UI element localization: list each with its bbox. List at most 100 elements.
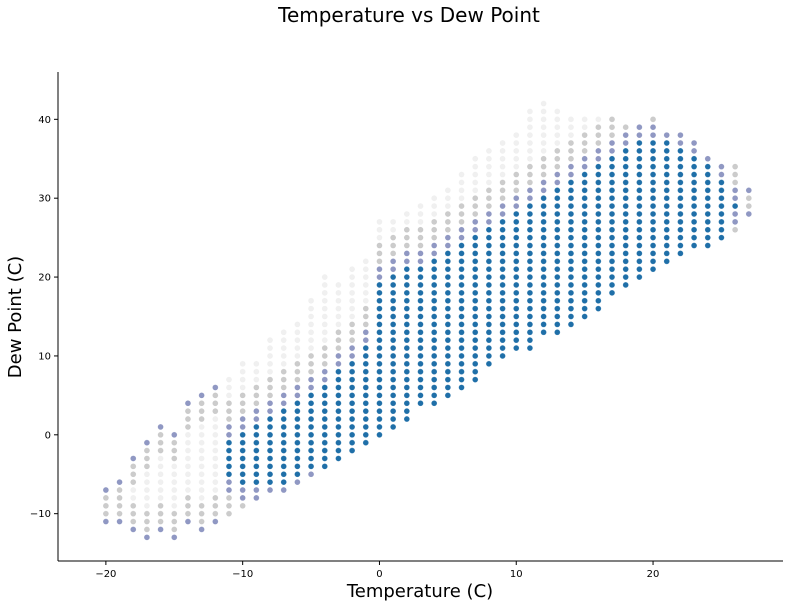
- scatter-point: [403, 329, 410, 336]
- scatter-point: [513, 329, 520, 336]
- scatter-point: [403, 258, 410, 265]
- scatter-point: [308, 329, 314, 336]
- scatter-point: [527, 147, 533, 154]
- scatter-point: [677, 147, 684, 154]
- scatter-point: [280, 345, 287, 351]
- scatter-point: [335, 384, 342, 391]
- scatter-point: [390, 345, 397, 351]
- scatter-point: [157, 455, 164, 462]
- scatter-point: [362, 321, 369, 328]
- scatter-point: [212, 463, 219, 470]
- scatter-point: [540, 274, 547, 280]
- scatter-point: [253, 416, 260, 422]
- scatter-point: [280, 487, 287, 493]
- scatter-point: [321, 424, 328, 430]
- scatter-point: [609, 234, 615, 241]
- scatter-point: [253, 360, 260, 367]
- scatter-point: [198, 392, 205, 399]
- scatter-point: [226, 408, 232, 415]
- scatter-point: [390, 384, 397, 391]
- scatter-point: [349, 447, 355, 454]
- scatter-point: [513, 345, 520, 351]
- scatter-point: [568, 305, 574, 312]
- scatter-point: [485, 258, 492, 265]
- scatter-point: [444, 258, 451, 265]
- scatter-point: [472, 171, 479, 178]
- scatter-point: [485, 163, 492, 170]
- scatter-point: [294, 431, 301, 438]
- scatter-point: [294, 392, 301, 399]
- scatter-point: [431, 266, 438, 273]
- scatter-point: [403, 250, 410, 257]
- scatter-point: [349, 384, 355, 391]
- scatter-point: [376, 408, 383, 415]
- scatter-point: [130, 487, 137, 493]
- scatter-point: [226, 471, 232, 478]
- scatter-point: [745, 211, 752, 217]
- scatter-point: [568, 282, 574, 288]
- scatter-point: [294, 455, 301, 462]
- scatter-point: [513, 195, 520, 202]
- scatter-point: [349, 305, 355, 312]
- scatter-point: [267, 431, 273, 438]
- scatter-point: [444, 211, 451, 217]
- scatter-point: [362, 337, 369, 344]
- scatter-point: [444, 203, 451, 209]
- scatter-point: [554, 108, 561, 115]
- scatter-point: [417, 305, 424, 312]
- y-axis-ticks: −10 0 10 20 30 40: [30, 115, 58, 520]
- scatter-point: [335, 353, 342, 359]
- scatter-point: [718, 218, 725, 225]
- scatter-point: [527, 140, 533, 146]
- scatter-point: [267, 463, 273, 470]
- scatter-point: [335, 305, 342, 312]
- scatter-point: [472, 218, 479, 225]
- scatter-point: [376, 282, 383, 288]
- scatter-point: [609, 171, 615, 178]
- scatter-point: [622, 242, 629, 249]
- scatter-point: [417, 250, 424, 257]
- chart-title: Temperature vs Dew Point: [277, 3, 540, 27]
- scatter-point: [513, 163, 520, 170]
- scatter-point: [362, 416, 369, 422]
- scatter-point: [239, 392, 246, 399]
- scatter-point: [267, 384, 273, 391]
- scatter-point: [622, 226, 629, 233]
- scatter-point: [280, 353, 287, 359]
- scatter-point: [362, 360, 369, 367]
- x-tick-label: −10: [232, 569, 253, 580]
- scatter-point: [499, 329, 506, 336]
- scatter-point: [444, 384, 451, 391]
- scatter-point: [280, 471, 287, 478]
- scatter-point: [677, 226, 684, 233]
- scatter-point: [226, 384, 232, 391]
- scatter-point: [280, 400, 287, 407]
- scatter-point: [568, 297, 574, 304]
- scatter-point: [226, 479, 232, 486]
- scatter-point: [444, 195, 451, 202]
- scatter-point: [677, 140, 684, 146]
- scatter-point: [239, 463, 246, 470]
- scatter-point: [691, 147, 697, 154]
- scatter-point: [362, 400, 369, 407]
- scatter-point: [540, 163, 547, 170]
- scatter-point: [732, 218, 739, 225]
- scatter-point: [403, 211, 410, 217]
- scatter-point: [636, 140, 643, 146]
- scatter-point: [157, 502, 164, 509]
- scatter-point: [198, 408, 205, 415]
- scatter-point: [568, 226, 574, 233]
- scatter-point: [527, 203, 533, 209]
- scatter-point: [663, 195, 670, 202]
- scatter-point: [513, 274, 520, 280]
- scatter-point: [335, 455, 342, 462]
- scatter-point: [732, 226, 739, 233]
- scatter-point: [431, 274, 438, 280]
- scatter-point: [691, 211, 697, 217]
- scatter-point: [718, 195, 725, 202]
- scatter-point: [622, 258, 629, 265]
- scatter-point: [554, 155, 561, 162]
- scatter-point: [390, 353, 397, 359]
- scatter-point: [609, 140, 615, 146]
- scatter-point: [253, 424, 260, 430]
